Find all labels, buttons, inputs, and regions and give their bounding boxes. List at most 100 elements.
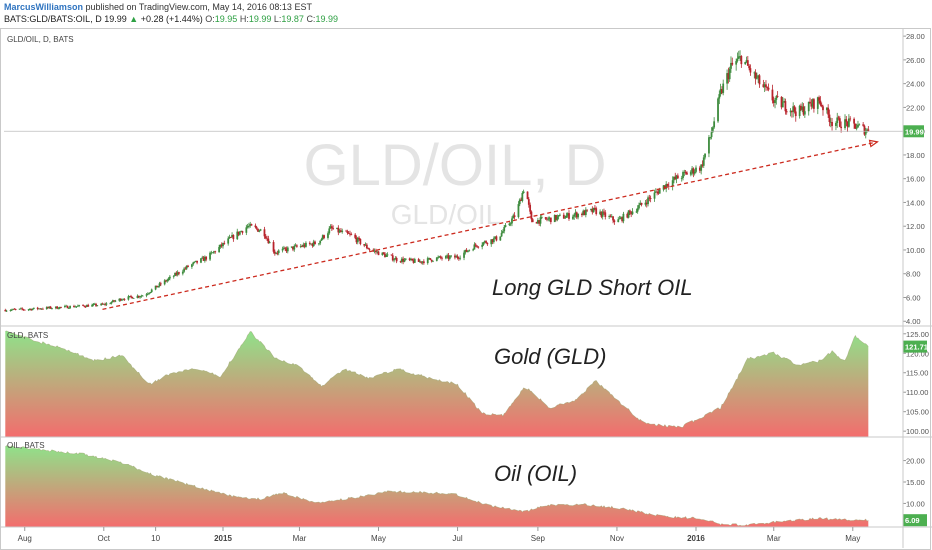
candle[interactable] — [736, 58, 739, 62]
candle[interactable] — [317, 243, 320, 245]
candle[interactable] — [844, 119, 846, 129]
candle[interactable] — [232, 235, 235, 240]
candle[interactable] — [209, 252, 211, 260]
candle[interactable] — [211, 252, 214, 254]
candle[interactable] — [227, 238, 230, 244]
candle[interactable] — [310, 243, 313, 245]
candle[interactable] — [277, 250, 280, 253]
candle[interactable] — [836, 117, 839, 123]
candle[interactable] — [456, 256, 459, 259]
candle[interactable] — [157, 286, 160, 288]
candle[interactable] — [58, 306, 61, 309]
candle[interactable] — [110, 302, 113, 304]
candle[interactable] — [557, 215, 560, 217]
candle[interactable] — [272, 242, 275, 252]
candle[interactable] — [667, 185, 670, 187]
candle[interactable] — [548, 217, 551, 219]
candle[interactable] — [727, 73, 730, 80]
candle[interactable] — [530, 211, 533, 220]
candle[interactable] — [790, 110, 793, 113]
candle[interactable] — [31, 308, 34, 311]
candle[interactable] — [845, 119, 848, 122]
candle[interactable] — [621, 217, 624, 222]
candle[interactable] — [468, 250, 471, 251]
candle[interactable] — [740, 56, 743, 65]
candle[interactable] — [674, 176, 677, 180]
candle[interactable] — [638, 205, 640, 209]
candle[interactable] — [529, 204, 532, 212]
candle[interactable] — [231, 235, 233, 238]
candle[interactable] — [101, 303, 104, 305]
candle[interactable] — [172, 276, 175, 277]
candle[interactable] — [582, 210, 585, 216]
candle[interactable] — [372, 249, 375, 251]
candle[interactable] — [248, 225, 250, 227]
candle[interactable] — [447, 255, 450, 259]
candle[interactable] — [822, 106, 824, 111]
candle[interactable] — [711, 127, 714, 133]
candle[interactable] — [710, 132, 713, 138]
candle[interactable] — [214, 251, 217, 253]
candle[interactable] — [691, 168, 694, 172]
candle[interactable] — [21, 308, 24, 310]
candle[interactable] — [273, 251, 276, 254]
candle[interactable] — [798, 105, 801, 117]
candle[interactable] — [838, 118, 841, 127]
candle[interactable] — [619, 217, 622, 219]
candle[interactable] — [146, 293, 149, 295]
candle[interactable] — [689, 171, 692, 175]
candle[interactable] — [536, 220, 539, 224]
candle[interactable] — [473, 244, 476, 250]
candle[interactable] — [737, 56, 740, 59]
candle[interactable] — [866, 129, 868, 132]
candle[interactable] — [511, 218, 513, 224]
candle[interactable] — [455, 256, 458, 258]
candle[interactable] — [766, 87, 769, 89]
candle[interactable] — [45, 307, 48, 310]
candle[interactable] — [346, 231, 349, 233]
candle[interactable] — [444, 256, 447, 259]
candle[interactable] — [482, 242, 485, 245]
candle[interactable] — [263, 229, 266, 237]
candle[interactable] — [609, 216, 612, 217]
candle[interactable] — [136, 295, 139, 299]
candle[interactable] — [364, 244, 367, 246]
candle[interactable] — [299, 246, 302, 247]
candle[interactable] — [54, 306, 57, 309]
candle[interactable] — [222, 242, 224, 247]
candle[interactable] — [753, 72, 756, 74]
candle[interactable] — [57, 308, 60, 310]
candles[interactable] — [4, 50, 870, 312]
candle[interactable] — [846, 121, 849, 127]
candle[interactable] — [599, 211, 601, 215]
candle[interactable] — [595, 208, 598, 215]
candle[interactable] — [862, 124, 865, 126]
candle[interactable] — [349, 233, 351, 235]
candle[interactable] — [183, 268, 186, 272]
candle[interactable] — [264, 236, 267, 239]
candle[interactable] — [92, 304, 95, 305]
candle[interactable] — [400, 258, 403, 262]
candle[interactable] — [566, 213, 569, 216]
candle[interactable] — [784, 101, 787, 112]
candle[interactable] — [485, 241, 487, 243]
candle[interactable] — [500, 232, 503, 237]
candle[interactable] — [187, 265, 189, 267]
candle[interactable] — [137, 295, 140, 298]
candle[interactable] — [854, 123, 857, 129]
candle[interactable] — [645, 202, 648, 205]
candle[interactable] — [29, 308, 31, 310]
price-pane[interactable]: 28.0026.0024.0022.0020.0018.0016.0014.00… — [4, 32, 925, 326]
candle[interactable] — [573, 214, 576, 217]
candle[interactable] — [709, 137, 712, 138]
candle[interactable] — [290, 246, 293, 248]
candle[interactable] — [285, 248, 288, 252]
candle[interactable] — [802, 106, 805, 115]
candle[interactable] — [350, 234, 353, 235]
candle[interactable] — [586, 209, 589, 211]
candle[interactable] — [305, 242, 307, 247]
candle[interactable] — [286, 247, 289, 252]
candle[interactable] — [123, 299, 126, 301]
candle[interactable] — [139, 296, 141, 298]
candle[interactable] — [255, 227, 258, 229]
